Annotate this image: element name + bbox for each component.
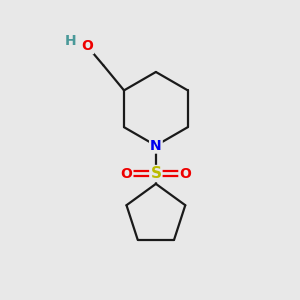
Text: N: N bbox=[150, 139, 162, 153]
Text: O: O bbox=[121, 167, 132, 181]
Text: H: H bbox=[65, 34, 77, 48]
Text: O: O bbox=[81, 39, 93, 53]
Text: O: O bbox=[179, 167, 191, 181]
Text: S: S bbox=[150, 166, 161, 181]
